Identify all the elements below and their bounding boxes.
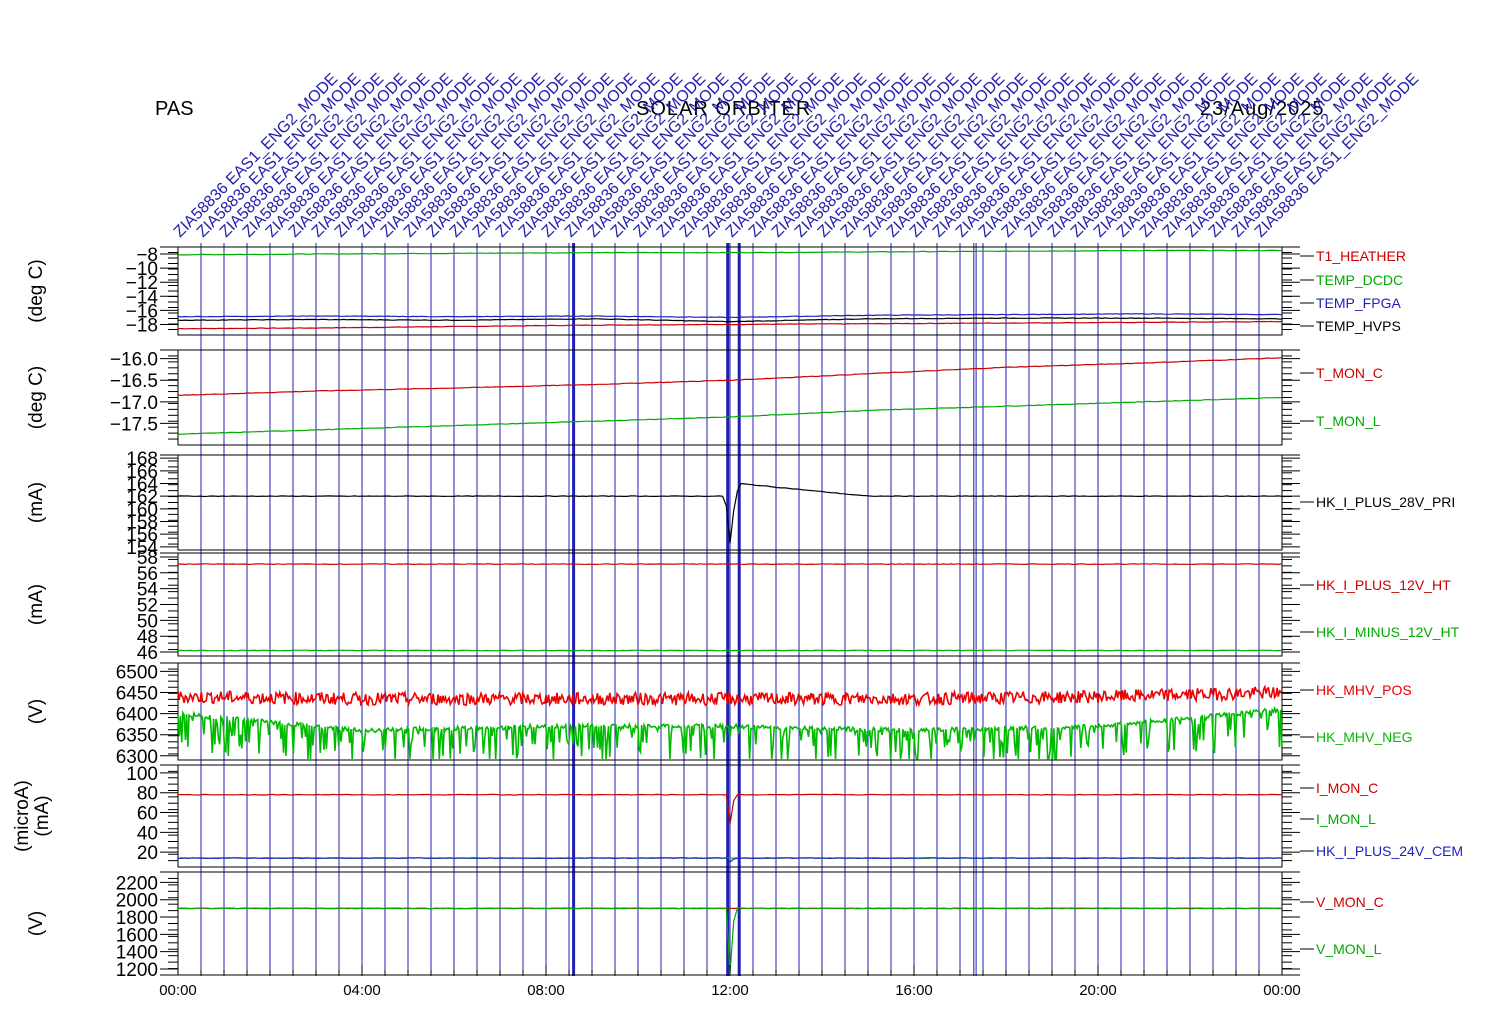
series-line [177, 313, 1283, 319]
y-tick-label: 6500 [116, 662, 158, 683]
series-line [177, 563, 1283, 566]
series-line [177, 320, 1283, 330]
mission-label: SOLAR ORBITER [636, 98, 812, 120]
series-label: T_MON_C [1316, 365, 1383, 381]
y-tick-label: 20 [137, 843, 158, 864]
y-tick-label: −16.0 [110, 350, 158, 371]
series-label: HK_MHV_POS [1316, 682, 1412, 698]
x-tick-label: 08:00 [527, 982, 565, 999]
series-label: V_MON_L [1316, 941, 1382, 957]
y-axis-label: (V) [26, 699, 47, 724]
x-tick-label: 00:00 [159, 982, 197, 999]
series-line [177, 705, 1283, 761]
series-line [177, 684, 1283, 708]
y-tick-label: 52 [137, 596, 158, 617]
y-tick-label: 80 [137, 784, 158, 805]
series-label: TEMP_HVPS [1316, 318, 1401, 334]
y-tick-label: −10 [126, 259, 158, 280]
y-tick-label: 40 [137, 823, 158, 844]
y-axis-label: (mA) [26, 482, 47, 523]
y-tick-label: 6400 [116, 705, 158, 726]
series-line [177, 482, 1283, 544]
y-tick-label: 1800 [116, 908, 158, 929]
y-axis-label: (mA) [26, 584, 47, 625]
series-label: V_MON_C [1316, 894, 1384, 910]
y-tick-label: −18 [126, 315, 158, 336]
y-tick-label: −17.0 [110, 393, 158, 414]
y-tick-label: 6300 [116, 747, 158, 768]
y-axis-label-2: (mA) [32, 795, 53, 836]
series-label: T_MON_L [1316, 413, 1381, 429]
series-line [177, 317, 1283, 323]
series-line [177, 397, 1282, 436]
series-label: I_MON_C [1316, 780, 1378, 796]
y-tick-label: −16 [126, 301, 158, 322]
x-tick-label: 12:00 [711, 982, 749, 999]
y-tick-label: 6450 [116, 684, 158, 705]
y-tick-label: 1200 [116, 960, 158, 981]
series-line [177, 357, 1283, 396]
panel-2: −16.0−16.5−17.0−17.5 (deg C) T_MON_C T_MON_… [26, 349, 1383, 446]
x-tick-label: 04:00 [343, 982, 381, 999]
panel-1: −8−10−12−14−16−18 (deg C) T1_HEATHER TEMP_D… [26, 245, 1406, 336]
series-label: HK_MHV_NEG [1316, 729, 1412, 745]
date-label: 23/Aug/2025 [1200, 98, 1325, 120]
y-tick-label: 154 [126, 538, 158, 559]
y-tick-label: −17.5 [110, 414, 158, 435]
series-label: HK_I_PLUS_24V_CEM [1316, 843, 1463, 859]
series-line [178, 857, 1283, 863]
y-axis-label: (deg C) [26, 259, 47, 322]
y-tick-label: 6350 [116, 726, 158, 747]
series-line [177, 249, 1282, 256]
y-tick-label: 2000 [116, 891, 158, 912]
y-tick-label: 48 [137, 627, 158, 648]
series-label: I_MON_L [1316, 811, 1376, 827]
y-tick-label: 54 [137, 580, 159, 601]
series-label: HK_I_PLUS_12V_HT [1316, 577, 1451, 593]
series-label: HK_I_PLUS_28V_PRI [1316, 494, 1455, 510]
y-tick-label: 46 [137, 643, 158, 664]
y-tick-label: −8 [136, 245, 158, 266]
y-tick-label: −16.5 [110, 371, 158, 392]
y-tick-label: 100 [126, 764, 158, 785]
y-tick-label: 160 [126, 500, 158, 521]
y-tick-label: −14 [126, 287, 159, 308]
chart-panels: −8−10−12−14−16−18 (deg C) T1_HEATHER TEMP_D… [12, 245, 1463, 981]
y-tick-label: 158 [126, 513, 158, 534]
series-label: HK_I_MINUS_12V_HT [1316, 624, 1460, 640]
y-tick-label: 60 [137, 804, 158, 825]
y-tick-label: 168 [126, 449, 158, 470]
y-tick-label: 1600 [116, 925, 158, 946]
time-axis: 00:00 04:00 08:00 12:00 16:00 20:00 00:00 [159, 965, 1301, 999]
y-tick-label: 58 [137, 548, 158, 569]
y-tick-label: 156 [126, 525, 158, 546]
instrument-label: PAS [155, 98, 194, 120]
y-tick-label: 164 [126, 475, 158, 496]
y-tick-label: 56 [137, 564, 158, 585]
x-tick-label: 16:00 [895, 982, 933, 999]
y-tick-label: 166 [126, 462, 158, 483]
series-label: TEMP_FPGA [1316, 295, 1401, 311]
series-line [177, 649, 1283, 652]
y-tick-label: 1400 [116, 943, 158, 964]
y-axis-label: (V) [26, 911, 47, 936]
x-tick-label: 20:00 [1079, 982, 1117, 999]
y-axis-label: (deg C) [26, 366, 47, 429]
y-tick-label: 2200 [116, 873, 158, 894]
series-label: T1_HEATHER [1316, 248, 1406, 264]
y-tick-label: −12 [126, 273, 158, 294]
x-tick-label: 00:00 [1263, 982, 1301, 999]
series-label: TEMP_DCDC [1316, 272, 1403, 288]
y-tick-label: 50 [137, 611, 158, 632]
y-tick-label: 162 [126, 487, 158, 508]
y-axis-label: (microA) [12, 780, 33, 852]
series-line [177, 793, 1282, 825]
